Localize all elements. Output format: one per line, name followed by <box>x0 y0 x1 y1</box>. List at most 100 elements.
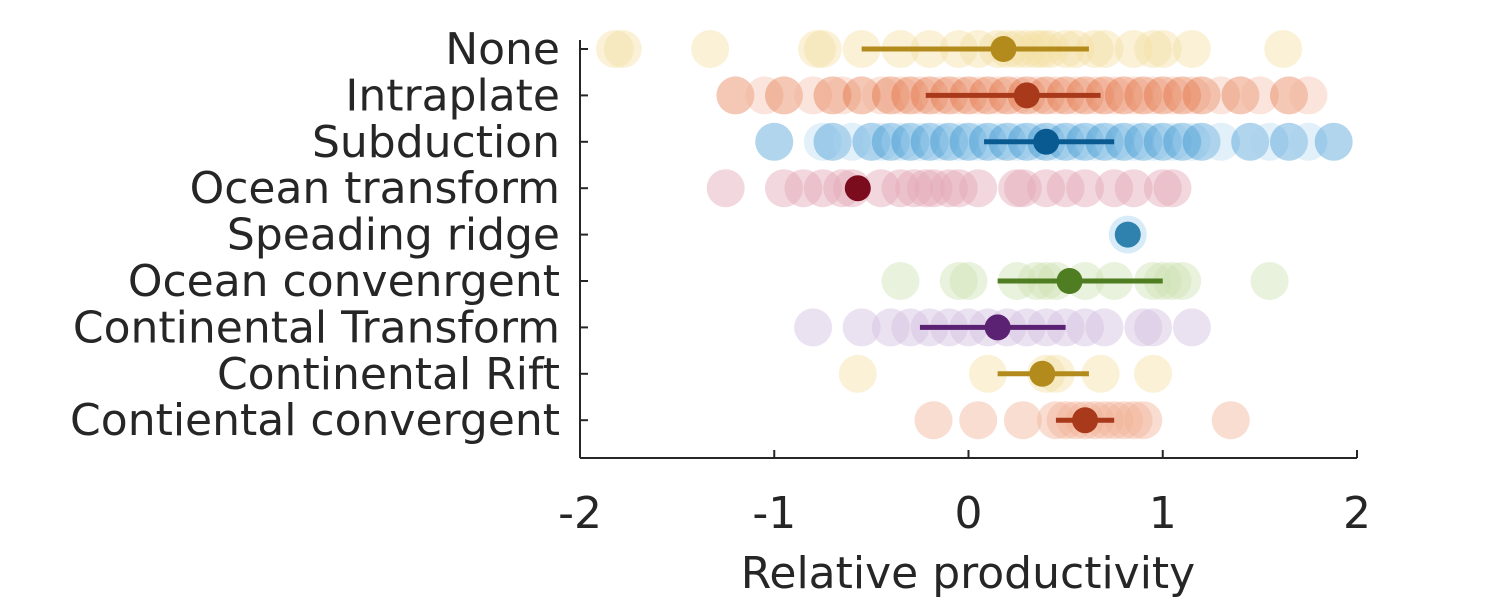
data-point <box>1231 122 1270 161</box>
data-point <box>1095 169 1134 208</box>
data-point <box>1172 76 1211 115</box>
x-tick-label: 2 <box>1343 488 1371 539</box>
y-tick-label: Ocean transform <box>190 163 560 214</box>
data-point <box>716 76 755 115</box>
data-point <box>939 122 978 161</box>
data-point <box>1221 76 1260 115</box>
data-point <box>891 122 930 161</box>
data-point <box>871 122 910 161</box>
data-point <box>797 30 836 68</box>
data-point <box>949 262 988 300</box>
data-point <box>1104 122 1143 161</box>
data-point <box>803 169 842 208</box>
data-point <box>595 30 634 68</box>
data-point <box>998 169 1037 208</box>
data-point <box>1114 401 1153 440</box>
y-tick-label: Continental Rift <box>217 349 560 400</box>
data-point <box>959 169 998 208</box>
x-tick-label: 0 <box>955 488 983 539</box>
data-point <box>755 122 794 161</box>
data-point <box>1075 30 1114 68</box>
data-point <box>1182 122 1221 161</box>
data-point <box>1104 76 1143 115</box>
data-point <box>842 76 881 115</box>
mean-marker <box>844 175 871 202</box>
data-point <box>1172 122 1211 161</box>
data-point <box>914 401 953 440</box>
data-point <box>1182 76 1221 115</box>
data-point <box>1250 122 1289 161</box>
data-point <box>1085 30 1124 68</box>
y-tick-label: Continental Transform <box>73 302 560 353</box>
data-point <box>1143 169 1182 208</box>
data-point <box>1134 122 1173 161</box>
axes <box>579 40 1358 459</box>
data-point <box>842 308 881 347</box>
data-point <box>900 76 939 115</box>
x-tick-label: -1 <box>752 488 796 539</box>
data-point <box>891 308 930 347</box>
data-point <box>1250 262 1289 300</box>
x-tick-labels: -2 -1 0 1 2 <box>558 488 1371 539</box>
data-point <box>1124 76 1163 115</box>
data-point <box>764 76 803 115</box>
data-point <box>1163 262 1202 300</box>
data-point <box>1172 30 1211 68</box>
data-point <box>1289 76 1328 115</box>
data-point <box>1104 401 1143 440</box>
data-point <box>862 169 901 208</box>
data-point <box>1134 30 1173 68</box>
data-point <box>939 262 978 300</box>
data-point <box>968 354 1007 393</box>
data-point <box>813 76 852 115</box>
data-point <box>939 169 978 208</box>
y-tick-label: Ocean convenrgent <box>128 256 560 307</box>
data-point <box>1314 122 1353 161</box>
data-point <box>1153 76 1192 115</box>
data-point <box>794 76 833 115</box>
means-layer <box>844 36 1163 434</box>
data-point <box>1134 76 1173 115</box>
data-point <box>1027 169 1066 208</box>
data-point <box>906 169 945 208</box>
data-point <box>706 169 745 208</box>
data-point <box>1172 308 1211 347</box>
data-point <box>794 308 833 347</box>
data-point <box>1095 76 1134 115</box>
data-point <box>1163 76 1202 115</box>
y-tick-label: Subduction <box>312 117 560 168</box>
data-point <box>803 122 842 161</box>
data-point <box>1114 76 1153 115</box>
data-point <box>920 122 959 161</box>
data-point <box>881 122 920 161</box>
data-point <box>1270 76 1309 115</box>
data-point <box>949 122 988 161</box>
data-point <box>823 76 862 115</box>
data-point <box>1114 122 1153 161</box>
mean-marker <box>1013 82 1040 109</box>
data-point <box>1264 30 1303 68</box>
data-point <box>1114 30 1153 68</box>
data-point <box>1066 308 1105 347</box>
data-point <box>852 122 891 161</box>
y-tick-label: None <box>445 24 560 75</box>
mean-marker <box>1114 221 1141 248</box>
data-point <box>1202 122 1241 161</box>
data-point <box>745 76 784 115</box>
data-point <box>1153 122 1192 161</box>
data-point <box>838 354 877 393</box>
points-layer <box>595 30 1353 440</box>
data-point <box>881 76 920 115</box>
data-point <box>1270 122 1309 161</box>
data-point <box>862 122 901 161</box>
x-tick-label: 1 <box>1149 488 1177 539</box>
mean-marker <box>984 314 1011 341</box>
data-point <box>959 122 998 161</box>
data-point <box>1143 76 1182 115</box>
data-point <box>871 76 910 115</box>
data-point <box>803 30 842 68</box>
data-point <box>1003 169 1042 208</box>
data-point <box>900 122 939 161</box>
data-point <box>691 30 730 68</box>
